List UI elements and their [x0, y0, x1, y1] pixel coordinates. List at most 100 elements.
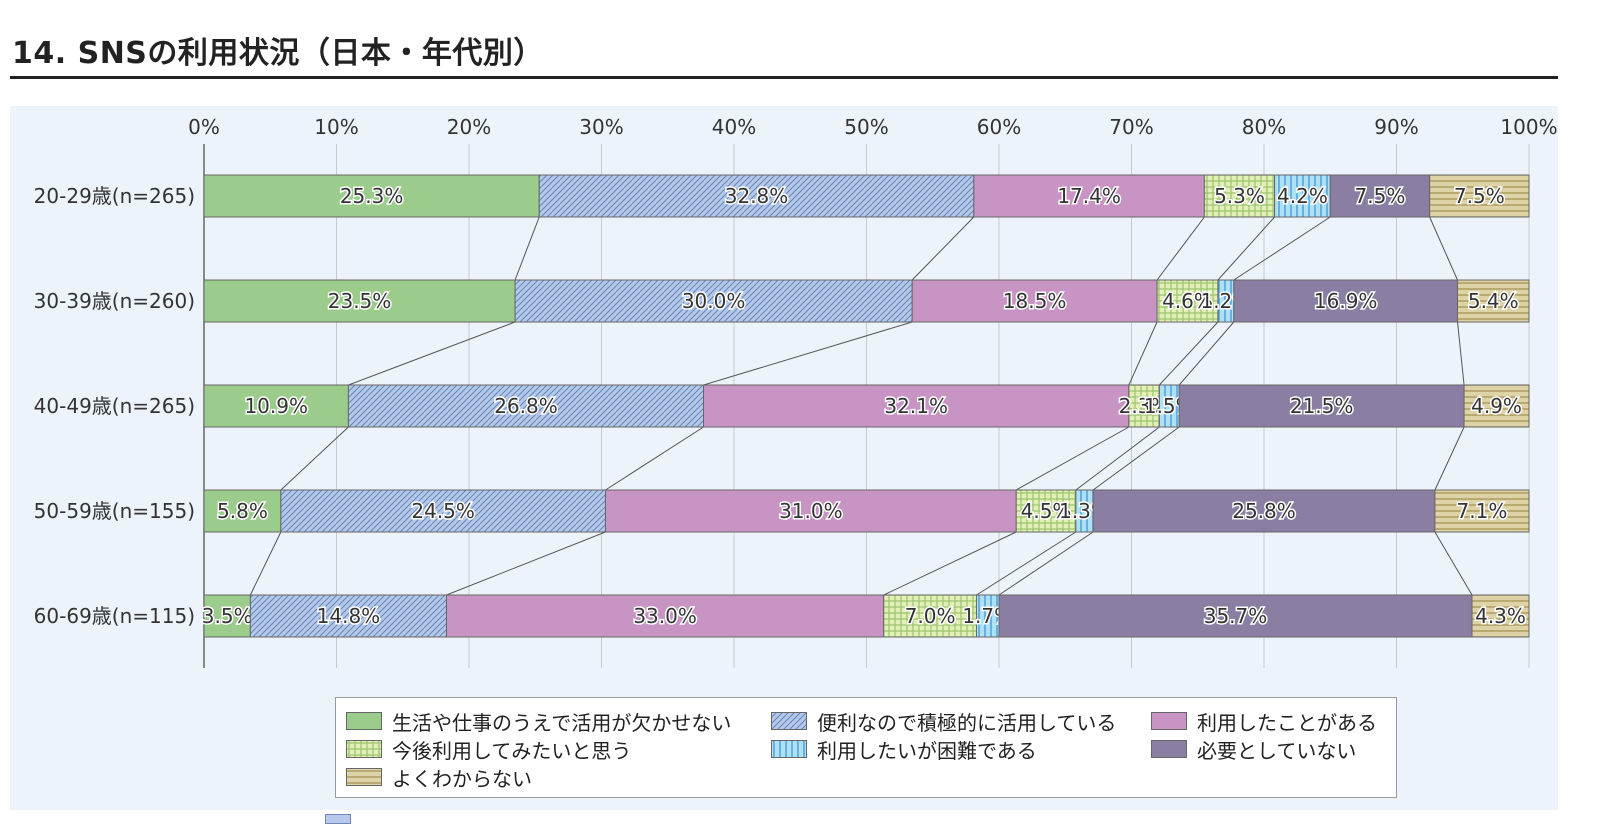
- bar-segment: [1434, 489, 1530, 533]
- data-label: 25.8%: [1232, 499, 1296, 523]
- data-label: 31.0%: [779, 499, 843, 523]
- legend-label: 利用したいが困難である: [817, 738, 1037, 763]
- category-label: 50-59歳(n=155): [34, 499, 195, 523]
- bar-segment: [973, 174, 1205, 218]
- bar-segment: [514, 279, 913, 323]
- connector-line: [883, 531, 1017, 596]
- legend-swatch: [346, 712, 382, 730]
- bar-segment: [1274, 174, 1331, 218]
- data-label: 17.4%: [1057, 184, 1121, 208]
- connector-line: [1233, 216, 1331, 281]
- x-tick-label: 70%: [1109, 115, 1153, 139]
- connector-line: [514, 216, 540, 281]
- bar-segment: [604, 489, 1017, 533]
- connector-line: [1217, 216, 1275, 281]
- legend-item: 生活や仕事のうえで活用が欠かせない: [346, 708, 732, 735]
- bar-segment: [445, 594, 885, 638]
- connector-line: [1434, 426, 1465, 491]
- legend-label: よくわからない: [392, 766, 532, 791]
- x-tick-label: 80%: [1242, 115, 1286, 139]
- x-tick-label: 20%: [447, 115, 491, 139]
- data-label: 24.5%: [411, 499, 475, 523]
- data-label: 4.2%: [1277, 184, 1328, 208]
- chart-legend: 生活や仕事のうえで活用が欠かせない 便利なので積極的に活用している 利用したことがあ…: [335, 697, 1397, 798]
- bar-segment: [1203, 174, 1276, 218]
- connector-line: [1457, 321, 1465, 386]
- data-label: 14.8%: [317, 604, 381, 628]
- bar-segment: [1178, 384, 1465, 428]
- category-label: 30-39歳(n=260): [34, 289, 195, 313]
- legend-swatch: [1151, 712, 1187, 730]
- bar-segment: [1233, 279, 1459, 323]
- connector-line: [1429, 216, 1458, 281]
- data-label: 32.1%: [884, 394, 948, 418]
- data-label: 5.4%: [1468, 289, 1519, 313]
- connector-line: [998, 531, 1094, 596]
- connector-line: [1075, 426, 1160, 491]
- connector-line: [1092, 426, 1180, 491]
- data-label: 30.0%: [682, 289, 746, 313]
- legend-swatch: [771, 740, 807, 758]
- bar-segment: [998, 594, 1473, 638]
- stacked-bar-chart: 0% 10% 20% 30% 40% 50% 60% 70% 80% 90% 100% 25.3% 32…: [34, 115, 1558, 668]
- data-label: 5.3%: [1214, 184, 1265, 208]
- bar-segment: [538, 174, 975, 218]
- x-tick-label: 100%: [1500, 115, 1557, 139]
- x-tick-label: 0%: [188, 115, 220, 139]
- legend-swatch: [771, 712, 807, 730]
- x-tick-label: 60%: [977, 115, 1021, 139]
- data-label: 18.5%: [1003, 289, 1067, 313]
- bar-segment: [1463, 384, 1530, 428]
- data-label: 32.8%: [725, 184, 789, 208]
- connector-line: [1434, 531, 1473, 596]
- data-label: 10.9%: [244, 394, 308, 418]
- legend-swatch: [346, 768, 382, 786]
- title-divider: [10, 76, 1558, 79]
- legend-item: 利用したいが困難である: [771, 736, 1037, 763]
- chart-panel: 0% 10% 20% 30% 40% 50% 60% 70% 80% 90% 100% 25.3% 32…: [10, 106, 1558, 810]
- data-label: 5.8%: [217, 499, 268, 523]
- bar-segment: [1156, 279, 1219, 323]
- legend-item: 便利なので積極的に活用している: [771, 708, 1117, 735]
- legend-swatch: [1151, 740, 1187, 758]
- legend-label: 生活や仕事のうえで活用が欠かせない: [392, 710, 732, 735]
- data-label: 3.5%: [202, 604, 253, 628]
- connector-line: [1128, 321, 1158, 386]
- legend-label: 便利なので積極的に活用している: [817, 710, 1117, 735]
- connector-line: [348, 321, 516, 386]
- legend-label: 必要としていない: [1197, 738, 1357, 763]
- bar-segment: [1092, 489, 1436, 533]
- category-label: 60-69歳(n=115): [34, 604, 195, 628]
- connector-line: [249, 531, 282, 596]
- x-tick-label: 50%: [844, 115, 888, 139]
- bar-segment: [1471, 594, 1530, 638]
- legend-item: 必要としていない: [1151, 736, 1357, 763]
- connector-line: [1178, 321, 1235, 386]
- x-tick-label: 40%: [712, 115, 756, 139]
- data-label: 33.0%: [633, 604, 697, 628]
- legend-item: よくわからない: [346, 764, 532, 791]
- legend-swatch: [346, 740, 382, 758]
- bar-segment: [1015, 489, 1077, 533]
- data-label: 21.5%: [1290, 394, 1354, 418]
- data-label: 35.7%: [1204, 604, 1268, 628]
- legend-label: 今後利用してみたいと思う: [392, 738, 632, 763]
- x-tick-label: 10%: [314, 115, 358, 139]
- data-label: 7.0%: [905, 604, 956, 628]
- data-label: 7.1%: [1457, 499, 1508, 523]
- connector-line: [1156, 216, 1205, 281]
- connector-line: [1158, 321, 1219, 386]
- data-label: 4.9%: [1471, 394, 1522, 418]
- partial-legend-swatch: [325, 814, 351, 824]
- bar-segment: [203, 594, 251, 638]
- data-label: 4.6%: [1162, 289, 1213, 313]
- connector-line: [446, 531, 606, 596]
- category-label: 20-29歳(n=265): [34, 184, 195, 208]
- bar-segment: [203, 279, 516, 323]
- page-title: 14. SNSの利用状況（日本・年代別）: [12, 36, 544, 71]
- bar-segment: [203, 489, 282, 533]
- connector-line: [605, 426, 704, 491]
- bar-segment: [1457, 279, 1530, 323]
- x-tick-label: 30%: [579, 115, 623, 139]
- data-label: 25.3%: [340, 184, 404, 208]
